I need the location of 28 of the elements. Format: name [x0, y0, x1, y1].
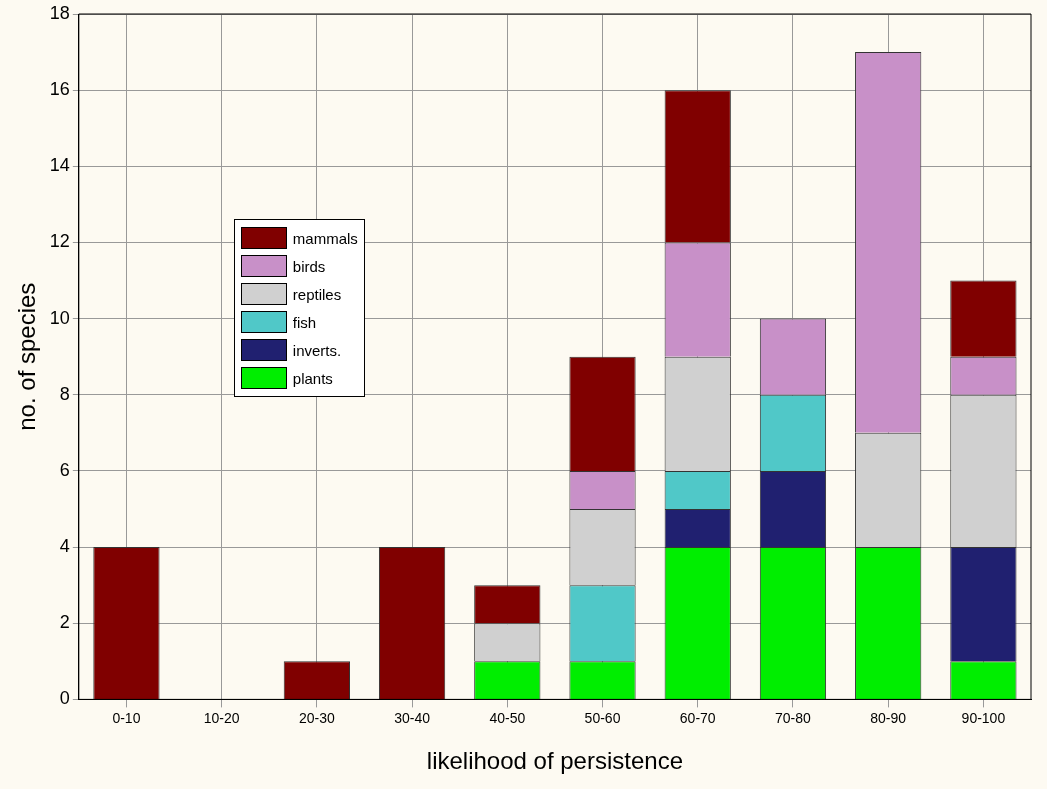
y-tick-label: 0: [59, 688, 70, 709]
legend-label: mammals: [292, 229, 358, 247]
x-tick-label: 90-100: [961, 709, 1006, 726]
y-tick-label: 6: [59, 459, 70, 480]
x-tick-label: 20-30: [298, 709, 335, 726]
x-tick-label: 0-10: [112, 709, 141, 726]
y-tick-label: 10: [49, 307, 70, 328]
y-tick-label: 18: [49, 2, 70, 23]
x-tick-label: 70-80: [775, 709, 812, 726]
y-axis-title: no. of species: [13, 282, 41, 431]
y-tick-label: 16: [49, 79, 70, 100]
y-tick-label: 4: [59, 536, 70, 557]
legend-label: reptiles: [292, 285, 342, 303]
x-tick-label: 40-50: [489, 709, 526, 726]
y-tick-label: 2: [59, 612, 70, 633]
x-tick-label: 30-40: [394, 709, 431, 726]
legend-label: fish: [292, 313, 317, 331]
legend-label: plants: [292, 369, 333, 387]
x-tick-label: 50-60: [584, 709, 621, 726]
x-tick-label: 60-70: [679, 709, 716, 726]
y-tick-label: 14: [49, 155, 70, 176]
x-tick-label: 10-20: [203, 709, 240, 726]
y-tick-label: 12: [49, 231, 70, 252]
x-tick-label: 80-90: [870, 709, 907, 726]
x-axis-title: likelihood of persistence: [426, 747, 683, 775]
legend-label: inverts.: [292, 341, 342, 359]
y-tick-label: 8: [59, 383, 70, 404]
legend-label: birds: [292, 257, 326, 275]
